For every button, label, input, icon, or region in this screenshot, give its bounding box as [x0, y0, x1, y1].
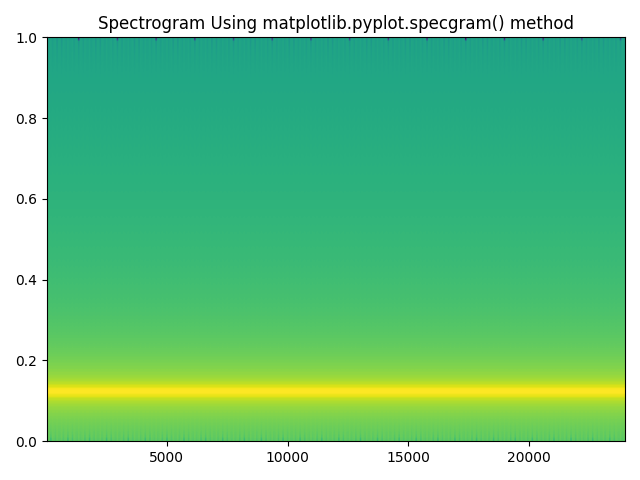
Title: Spectrogram Using matplotlib.pyplot.specgram() method: Spectrogram Using matplotlib.pyplot.spec…	[98, 15, 574, 33]
